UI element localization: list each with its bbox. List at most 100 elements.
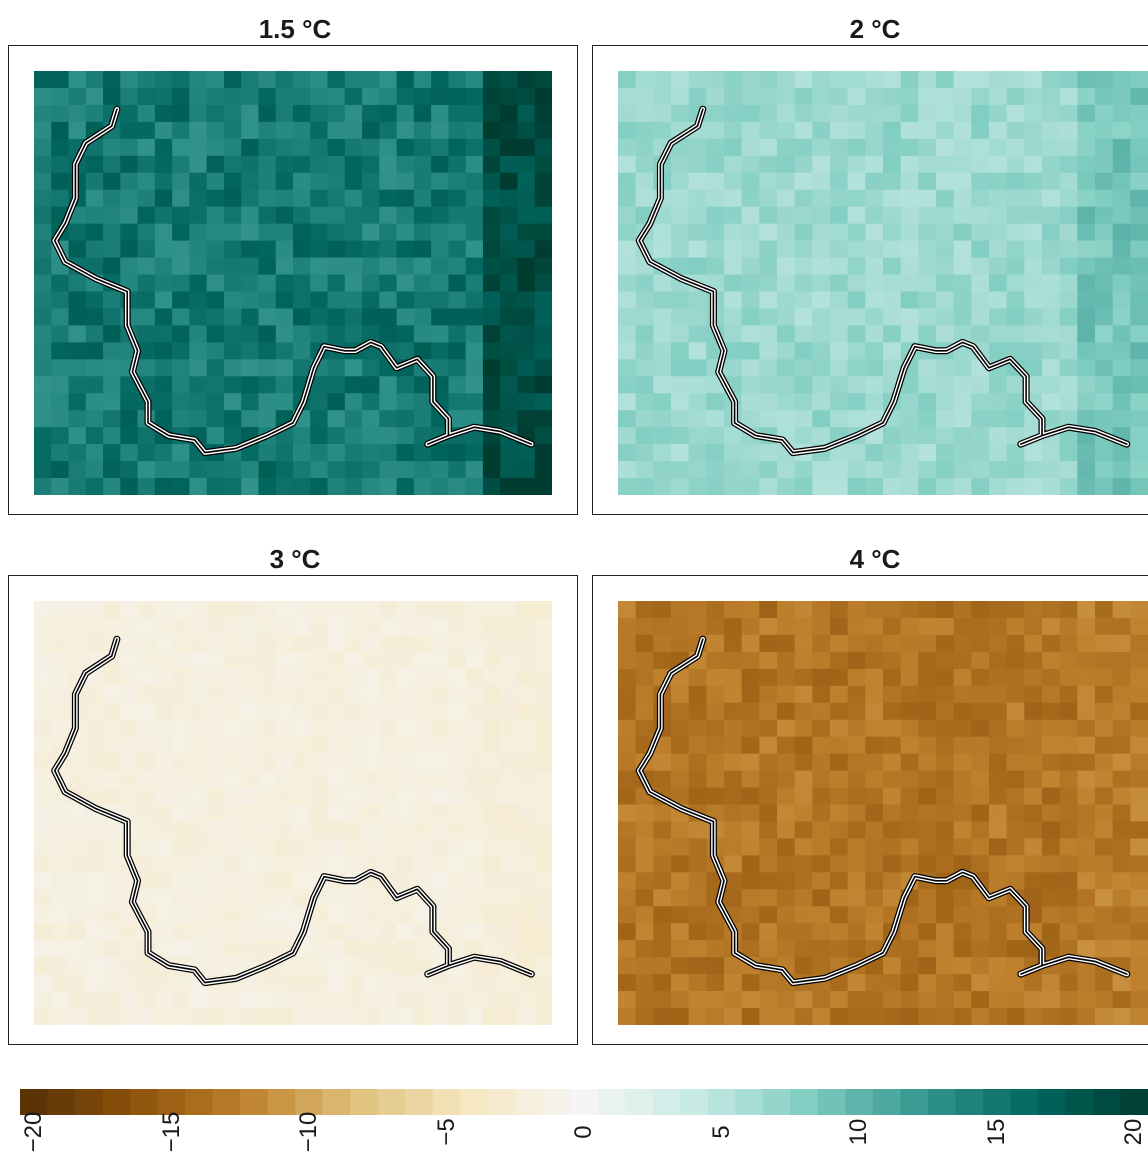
heatmap-cell <box>706 601 725 619</box>
heatmap-cell <box>206 376 225 394</box>
heatmap-cell <box>635 906 654 924</box>
heatmap-cell <box>327 274 346 293</box>
heatmap-cell <box>431 240 449 259</box>
heatmap-cell <box>465 617 484 636</box>
heatmap-cell <box>971 601 990 619</box>
heatmap-cell <box>189 753 208 772</box>
heatmap-cell <box>34 838 52 856</box>
heatmap-cell <box>830 172 849 191</box>
heatmap-cell <box>900 138 919 157</box>
heatmap-cell <box>154 342 173 360</box>
heatmap-cell <box>1042 923 1061 941</box>
heatmap-cell <box>1006 308 1025 326</box>
heatmap-cell <box>847 719 866 738</box>
heatmap-cell <box>1042 634 1061 653</box>
heatmap-cell <box>137 770 156 789</box>
heatmap-cell <box>706 770 725 789</box>
heatmap-cell <box>120 617 139 636</box>
heatmap-cell <box>534 461 552 479</box>
heatmap-cell <box>51 376 70 394</box>
colorbar-tick-label: 20 <box>1120 1118 1147 1146</box>
colorbar-swatch <box>267 1089 296 1115</box>
heatmap-cell <box>34 889 52 907</box>
heatmap-cell <box>465 410 484 428</box>
heatmap-cell <box>1077 923 1096 941</box>
colorbar-swatch <box>350 1089 379 1115</box>
heatmap-cell <box>1112 923 1131 941</box>
heatmap-cell <box>465 601 484 619</box>
heatmap-cell <box>293 444 311 462</box>
colorbar-swatch <box>130 1089 159 1115</box>
heatmap-cell <box>258 702 277 721</box>
heatmap-cell <box>500 172 519 191</box>
heatmap-cell <box>883 359 902 377</box>
heatmap-cell <box>34 206 52 225</box>
heatmap-cell <box>671 257 690 276</box>
heatmap-cell <box>103 291 121 310</box>
heatmap-cell <box>500 223 519 242</box>
heatmap-cell <box>172 940 190 958</box>
heatmap-cell <box>85 906 104 924</box>
heatmap-cell <box>465 240 484 259</box>
heatmap-cell <box>241 444 260 462</box>
heatmap-cell <box>500 736 519 755</box>
heatmap-cell <box>362 957 380 975</box>
colorbar-swatch <box>487 1089 516 1115</box>
heatmap-cell <box>103 427 121 445</box>
heatmap-cell <box>275 138 294 157</box>
heatmap-cell <box>517 478 536 495</box>
heatmap-cell <box>936 155 955 174</box>
heatmap-cell <box>448 410 467 428</box>
heatmap-cell <box>431 838 449 856</box>
heatmap-cell <box>137 889 156 907</box>
heatmap-cell <box>1006 240 1025 259</box>
heatmap-cell <box>293 71 311 89</box>
heatmap-cell <box>618 376 637 394</box>
heatmap-cell <box>1024 668 1043 687</box>
heatmap-cell <box>34 308 52 326</box>
heatmap-cell <box>1059 461 1078 479</box>
heatmap-cell <box>362 257 380 276</box>
heatmap-cell <box>51 651 70 670</box>
heatmap-cell <box>971 376 990 394</box>
heatmap-cell <box>500 617 519 636</box>
heatmap-cell <box>68 104 87 123</box>
heatmap-cell <box>258 274 277 293</box>
heatmap-cell <box>759 359 778 377</box>
heatmap-cell <box>103 940 121 958</box>
heatmap-cell <box>482 601 501 619</box>
heatmap-cell <box>1112 223 1131 242</box>
heatmap-cell <box>327 461 346 479</box>
heatmap-cell <box>900 274 919 293</box>
heatmap-cell <box>900 906 919 924</box>
colorbar-swatch <box>405 1089 434 1115</box>
heatmap-cell <box>206 617 225 636</box>
heatmap-cell <box>1042 223 1061 242</box>
heatmap-cell <box>724 155 743 174</box>
heatmap-cell <box>918 821 937 840</box>
heatmap-cell <box>34 872 52 890</box>
heatmap-cell <box>1095 991 1114 1009</box>
heatmap-cell <box>500 601 519 619</box>
heatmap-cell <box>517 855 536 873</box>
heatmap-cell <box>223 342 242 360</box>
heatmap-cell <box>85 240 104 259</box>
heatmap-cell <box>1042 906 1061 924</box>
river-outline <box>638 108 1128 454</box>
heatmap-cell <box>1059 838 1078 856</box>
heatmap-cell <box>847 906 866 924</box>
heatmap-cell <box>85 376 104 394</box>
heatmap-cell <box>137 359 156 377</box>
heatmap-cell <box>500 155 519 174</box>
heatmap-cell <box>34 940 52 958</box>
heatmap-cell <box>362 719 380 738</box>
heatmap-cell <box>618 770 637 789</box>
heatmap-1 <box>34 71 552 495</box>
heatmap-cell <box>362 770 380 789</box>
heatmap-cell <box>362 189 380 208</box>
heatmap-cell <box>396 702 415 721</box>
heatmap-cell <box>534 87 552 106</box>
heatmap-cell <box>812 461 831 479</box>
heatmap-cell <box>1095 736 1114 755</box>
heatmap-cell <box>900 71 919 89</box>
